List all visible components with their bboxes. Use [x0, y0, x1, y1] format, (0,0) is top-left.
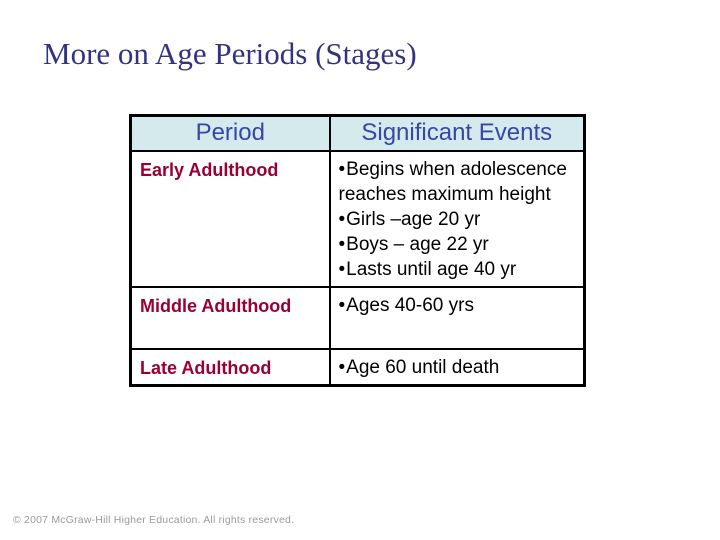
page-title: More on Age Periods (Stages)	[43, 36, 417, 71]
events-cell: •Age 60 until death	[328, 347, 586, 386]
bullet-icon: •	[338, 356, 346, 378]
event-text: Lasts until age 40 yr	[346, 258, 517, 280]
bullet-icon: •	[338, 294, 346, 316]
bullet-item: •Boys – age 22 yr	[339, 232, 578, 257]
bullet-item: •Age 60 until death	[339, 355, 578, 380]
table-row-late-adulthood: Late Adulthood •Age 60 until death	[129, 347, 586, 386]
bullet-icon: •	[338, 208, 346, 230]
events-cell: •Ages 40-60 yrs	[328, 285, 586, 350]
copyright-notice: © 2007 McGraw-Hill Higher Education. All…	[13, 514, 295, 526]
bullet-item: •Begins when adolescence reaches maximum…	[339, 157, 578, 207]
period-cell: Middle Adulthood	[129, 285, 331, 350]
table-row-middle-adulthood: Middle Adulthood •Ages 40-60 yrs	[129, 285, 586, 350]
bullet-item: •Lasts until age 40 yr	[339, 257, 578, 282]
bullet-item: •Ages 40-60 yrs	[339, 293, 578, 318]
bullet-icon: •	[338, 258, 346, 280]
event-text: Boys – age 22 yr	[346, 233, 489, 255]
table-row-early-adulthood: Early Adulthood •Begins when adolescence…	[129, 149, 586, 288]
event-text: Girls –age 20 yr	[346, 208, 481, 230]
events-cell: •Begins when adolescence reaches maximum…	[328, 149, 586, 288]
period-cell: Late Adulthood	[129, 347, 331, 386]
bullet-item: •Girls –age 20 yr	[339, 207, 578, 232]
bullet-icon: •	[338, 158, 346, 180]
event-text: Begins when adolescence reaches maximum …	[338, 158, 567, 205]
table-header-row: Period Significant Events	[129, 114, 586, 152]
period-cell: Early Adulthood	[129, 149, 331, 288]
event-text: Age 60 until death	[346, 356, 500, 378]
age-periods-table-container: Period Significant Events Early Adulthoo…	[129, 114, 586, 387]
column-header-period: Period	[129, 114, 331, 152]
column-header-significant-events: Significant Events	[328, 114, 586, 152]
event-text: Ages 40-60 yrs	[346, 294, 474, 316]
bullet-icon: •	[338, 233, 346, 255]
age-periods-table: Period Significant Events Early Adulthoo…	[129, 114, 586, 387]
